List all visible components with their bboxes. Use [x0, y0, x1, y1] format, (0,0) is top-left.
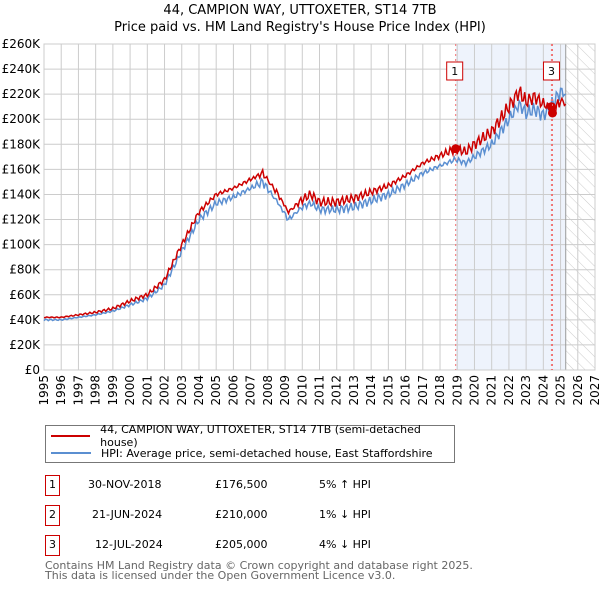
- transaction-row: 2 21-JUN-2024 £210,000 1% ↓ HPI: [45, 505, 465, 526]
- footer: Contains HM Land Registry data © Crown c…: [45, 559, 473, 582]
- sale-label: 1: [451, 65, 458, 78]
- y-tick-label: £200K: [2, 112, 42, 126]
- transaction-price: £205,000: [215, 538, 268, 551]
- sale-label: 3: [548, 65, 555, 78]
- transaction-row: 3 12-JUL-2024 £205,000 4% ↓ HPI: [45, 535, 465, 556]
- transaction-number: 2: [45, 505, 60, 526]
- legend-swatch-property: [51, 435, 91, 437]
- legend-label: HPI: Average price, semi-detached house,…: [101, 446, 433, 460]
- x-tick-label: 2007: [244, 375, 258, 406]
- transaction-price: £176,500: [215, 478, 268, 491]
- chart-subtitle: Price paid vs. HM Land Registry's House …: [114, 20, 486, 35]
- x-tick-label: 2019: [450, 375, 464, 406]
- legend-item-hpi: HPI: Average price, semi-detached house,…: [46, 445, 433, 461]
- x-tick-label: 2017: [416, 375, 430, 406]
- x-tick-label: 2004: [192, 375, 206, 406]
- transaction-hpi-diff: 5% ↑ HPI: [319, 478, 371, 491]
- y-tick-label: £180K: [2, 137, 42, 151]
- x-tick-label: 1996: [54, 375, 68, 406]
- x-tick-label: 2021: [485, 375, 499, 406]
- x-tick-label: 2025: [554, 375, 568, 406]
- x-tick-label: 2020: [467, 375, 481, 406]
- x-tick-label: 2002: [158, 375, 172, 406]
- forecast-hatch: [565, 44, 595, 370]
- shaded-period: [455, 44, 566, 370]
- x-tick-label: 2018: [433, 375, 447, 406]
- x-tick-label: 2015: [381, 375, 395, 406]
- plot-border: [43, 43, 596, 371]
- x-tick-label: 2013: [347, 375, 361, 406]
- x-tick-label: 2011: [313, 375, 327, 406]
- legend: 44, CAMPION WAY, UTTOXETER, ST14 7TB (se…: [45, 423, 455, 463]
- sale-point: [547, 108, 557, 118]
- y-tick-label: £40K: [9, 313, 41, 327]
- y-tick-label: £160K: [2, 162, 42, 176]
- footer-line: This data is licensed under the Open Gov…: [45, 569, 396, 582]
- transaction-price: £210,000: [215, 508, 268, 521]
- footer-line: Contains HM Land Registry data © Crown c…: [45, 559, 473, 572]
- x-tick-label: 2009: [278, 375, 292, 406]
- legend-swatch-hpi: [51, 452, 91, 454]
- x-tick-label: 2014: [364, 375, 378, 406]
- transaction-number: 1: [45, 475, 60, 496]
- transaction-hpi-diff: 1% ↓ HPI: [319, 508, 371, 521]
- y-tick-label: £0: [25, 363, 40, 377]
- x-tick-label: 2016: [399, 375, 413, 406]
- sale-point: [451, 144, 461, 154]
- legend-label: 44, CAMPION WAY, UTTOXETER, ST14 7TB (se…: [100, 423, 421, 449]
- x-tick-label: 2012: [330, 375, 344, 406]
- x-tick-label: 1995: [37, 375, 51, 406]
- y-tick-label: £60K: [9, 288, 41, 302]
- transaction-row: 1 30-NOV-2018 £176,500 5% ↑ HPI: [45, 475, 465, 496]
- y-tick-label: £80K: [9, 263, 41, 277]
- transaction-hpi-diff: 4% ↓ HPI: [319, 538, 371, 551]
- property-line: [43, 86, 567, 319]
- y-tick-label: £100K: [2, 238, 42, 252]
- y-tick-label: £220K: [2, 87, 42, 101]
- sale-label-box: [446, 61, 464, 81]
- x-tick-label: 2010: [295, 375, 309, 406]
- transaction-date: 12-JUL-2024: [95, 538, 163, 551]
- legend-item-property: 44, CAMPION WAY, UTTOXETER, ST14 7TB (se…: [46, 423, 454, 449]
- x-tick-label: 2026: [571, 375, 585, 406]
- x-tick-label: 1998: [89, 375, 103, 406]
- x-tick-label: 1997: [71, 375, 85, 406]
- hpi-line: [43, 87, 567, 322]
- x-tick-label: 2006: [226, 375, 240, 406]
- x-tick-label: 2024: [536, 375, 550, 406]
- x-tick-label: 1999: [106, 375, 120, 406]
- x-tick-label: 2003: [175, 375, 189, 406]
- y-tick-label: £20K: [9, 338, 41, 352]
- x-tick-label: 2000: [123, 375, 137, 406]
- x-tick-label: 2022: [502, 375, 516, 406]
- y-tick-label: £120K: [2, 213, 42, 227]
- transaction-date: 30-NOV-2018: [88, 478, 162, 491]
- chart-title: 44, CAMPION WAY, UTTOXETER, ST14 7TB: [163, 3, 437, 18]
- y-tick-label: £260K: [2, 37, 42, 51]
- price-chart: £0 £20K £40K £60K £80K £100K £120K £140K £160K £1…: [2, 37, 600, 406]
- y-tick-label: £140K: [2, 187, 42, 201]
- y-tick-label: £240K: [2, 62, 42, 76]
- x-tick-label: 2023: [519, 375, 533, 406]
- transaction-date: 21-JUN-2024: [92, 508, 163, 521]
- sale-label-box: [542, 61, 560, 81]
- transaction-number: 3: [45, 535, 60, 556]
- x-tick-label: 2008: [261, 375, 275, 406]
- x-tick-label: 2027: [588, 375, 600, 406]
- x-tick-label: 2005: [209, 375, 223, 406]
- x-tick-label: 2001: [140, 375, 154, 406]
